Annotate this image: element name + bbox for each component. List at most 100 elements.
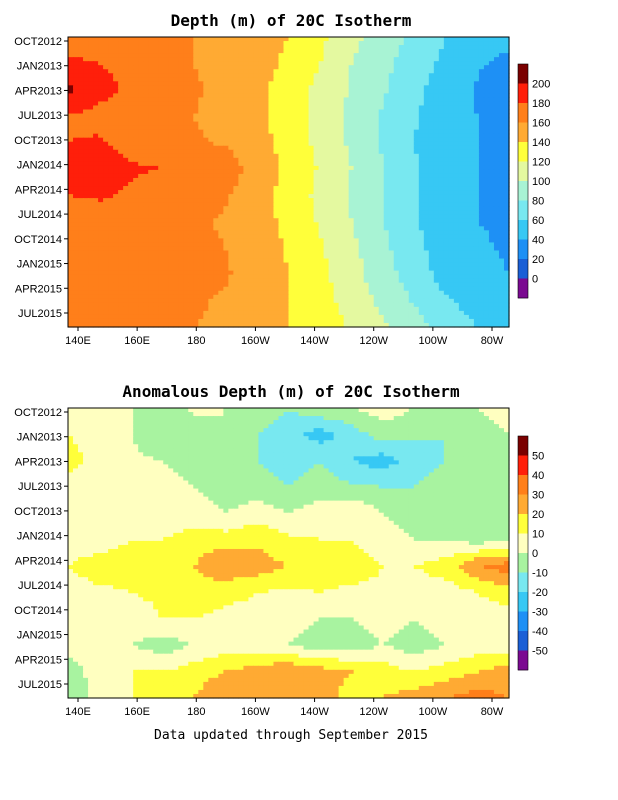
heatmap-cell [298,137,305,143]
heatmap-cell [383,153,390,159]
heatmap-cell [353,194,360,199]
heatmap-cell [378,258,385,264]
heatmap-cell [458,149,465,155]
heatmap-cell [203,45,209,50]
heatmap-cell [223,129,229,135]
heatmap-cell [228,73,234,78]
heatmap-cell [463,129,470,135]
heatmap-cell [473,141,480,147]
heatmap-cell [68,45,74,50]
heatmap-cell [228,246,234,252]
heatmap-cell [173,61,179,66]
heatmap-cell [273,254,280,260]
heatmap-cell [473,206,480,211]
heatmap-cell [403,149,410,155]
heatmap-cell [168,242,174,248]
heatmap-cell [418,121,425,127]
heatmap-cell [148,222,154,227]
heatmap-cell [73,214,79,219]
heatmap-cell [158,77,164,82]
heatmap-cell [88,226,94,231]
heatmap-cell [283,133,290,139]
heatmap-cell [223,97,229,103]
heatmap-cell [378,129,385,135]
heatmap-cell [368,202,375,207]
heatmap-cell [353,89,360,94]
heatmap-cell [193,250,199,256]
heatmap-cell [253,149,260,155]
heatmap-cell [283,198,290,203]
heatmap-cell [218,177,224,183]
heatmap-cell [488,173,495,179]
heatmap-cell [148,149,154,155]
heatmap-cell [423,198,430,203]
heatmap-cell [243,250,250,256]
heatmap-cell [283,177,290,183]
depth-chart-title: Depth (m) of 20C Isotherm [171,11,412,30]
heatmap-cell [418,73,425,78]
heatmap-cell [373,161,380,167]
heatmap-cell [313,65,320,70]
heatmap-cell [498,165,505,171]
heatmap-cell [238,101,244,107]
heatmap-cell [78,222,84,227]
heatmap-cell [468,117,475,123]
heatmap-cell [258,85,265,90]
heatmap-cell [408,37,415,42]
heatmap-cell [343,218,350,223]
heatmap-cell [338,45,345,50]
heatmap-cell [158,81,164,86]
heatmap-cell [93,206,99,211]
heatmap-cell [358,198,365,203]
heatmap-cell [348,45,355,50]
heatmap-cell [258,125,265,131]
heatmap-cell [98,206,104,211]
heatmap-cell [348,165,355,171]
heatmap-cell [393,202,400,207]
heatmap-cell [233,49,239,54]
heatmap-cell [388,254,395,260]
heatmap-cell [173,234,179,239]
heatmap-cell [368,105,375,111]
heatmap-cell [418,222,425,227]
heatmap-cell [498,45,505,50]
heatmap-cell [113,198,119,203]
heatmap-cell [253,65,260,70]
heatmap-cell [458,81,465,86]
heatmap-cell [483,165,490,171]
heatmap-cell [428,157,435,163]
heatmap-cell [463,73,470,78]
heatmap-cell [363,206,370,211]
heatmap-cell [208,85,214,90]
heatmap-cell [238,45,244,50]
heatmap-cell [203,49,209,54]
heatmap-cell [163,226,169,231]
heatmap-cell [473,161,480,167]
heatmap-cell [143,101,149,107]
heatmap-cell [103,77,109,82]
heatmap-cell [403,226,410,231]
heatmap-cell [393,65,400,70]
heatmap-cell [323,153,330,159]
heatmap-cell [488,210,495,215]
heatmap-cell [143,169,149,175]
heatmap-cell [153,254,159,260]
heatmap-cell [358,85,365,90]
heatmap-cell [408,226,415,231]
heatmap-cell [248,202,255,207]
heatmap-cell [363,141,370,147]
heatmap-cell [168,57,174,62]
heatmap-cell [98,113,104,119]
heatmap-cell [308,133,315,139]
heatmap-cell [493,85,500,90]
heatmap-cell [203,210,209,215]
heatmap-cell [208,137,214,143]
heatmap-cell [493,113,500,119]
heatmap-cell [413,218,420,223]
heatmap-cell [68,157,74,163]
heatmap-cell [403,37,410,42]
heatmap-cell [408,149,415,155]
heatmap-cell [343,194,350,199]
heatmap-cell [228,49,234,54]
heatmap-cell [308,182,315,187]
